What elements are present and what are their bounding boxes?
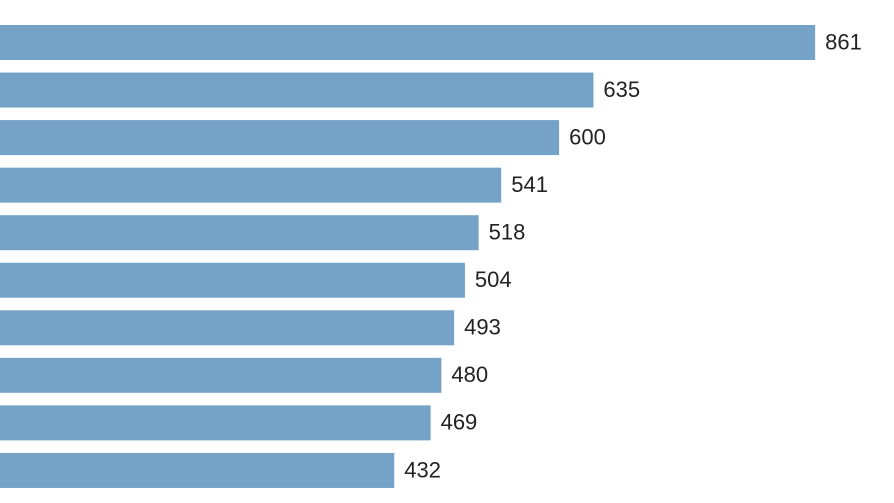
bar	[0, 215, 479, 251]
value-label: 432	[404, 457, 441, 482]
value-label: 541	[511, 172, 548, 197]
bar	[0, 120, 560, 156]
value-label: 480	[451, 362, 488, 387]
bar	[0, 262, 465, 298]
bar	[0, 405, 431, 441]
bar	[0, 72, 594, 108]
value-label: 518	[489, 220, 526, 245]
bar	[0, 25, 816, 60]
value-label: 493	[464, 315, 501, 340]
value-label: 504	[475, 267, 512, 292]
value-label: 600	[569, 124, 606, 149]
bar	[0, 167, 502, 203]
bar	[0, 452, 395, 488]
bar	[0, 310, 455, 346]
bar	[0, 357, 442, 393]
value-label: 635	[603, 77, 640, 102]
value-label: 469	[441, 410, 478, 435]
value-label: 861	[825, 29, 862, 54]
